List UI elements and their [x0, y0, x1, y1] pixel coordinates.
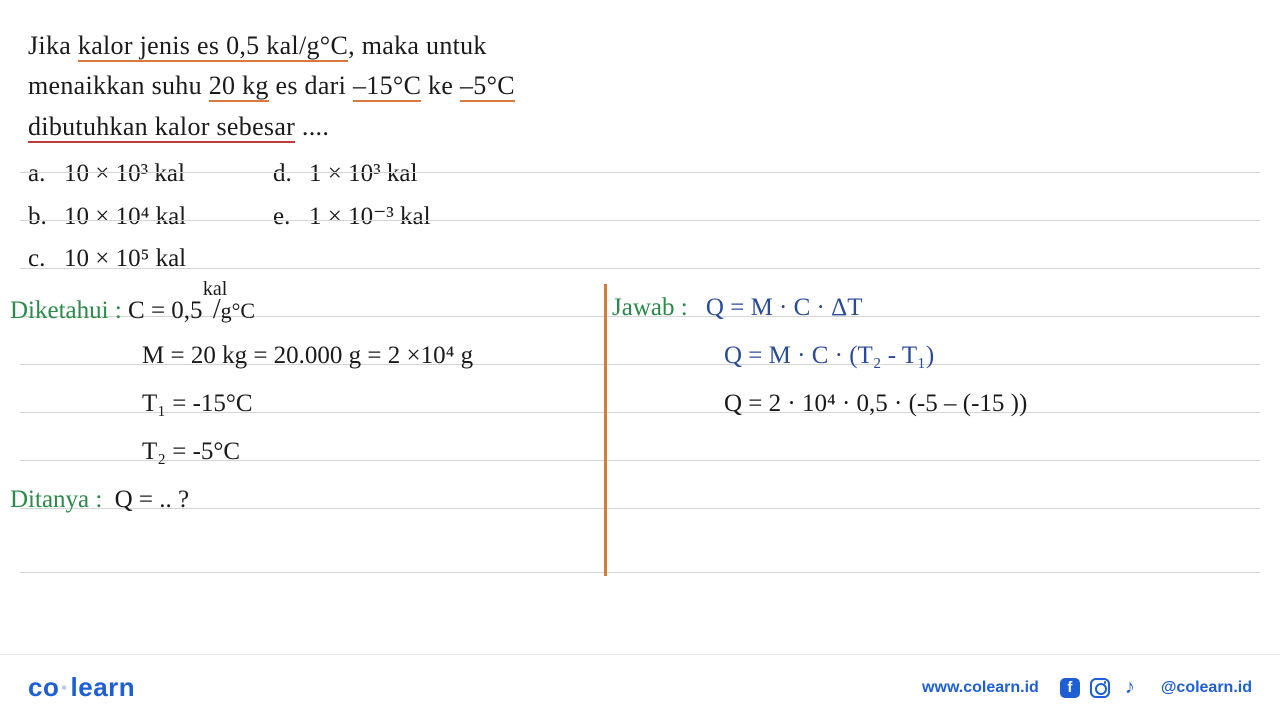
text: menaikkan suhu: [28, 71, 209, 100]
footer-url: www.colearn.id: [922, 679, 1039, 697]
ruled-line: [20, 268, 1260, 269]
ruled-line: [20, 172, 1260, 173]
highlight-t1: –15°C: [353, 71, 421, 102]
given-row-c: Diketahui : C = 0,5 kal/g°C: [10, 294, 255, 326]
fraction-den: g°C: [221, 298, 255, 323]
question-line-2: menaikkan suhu 20 kg es dari –15°C ke –5…: [28, 66, 1252, 106]
footer-right: www.colearn.id f ♪ @colearn.id: [922, 677, 1252, 699]
question-line-3: dibutuhkan kalor sebesar ....: [28, 107, 1252, 147]
answer-eq3: Q = 2 · 10⁴ · 0,5 · (-5 – (-15 )): [724, 390, 1027, 418]
given-row-m: M = 20 kg = 20.000 g = 2 ×10⁴ g: [142, 342, 473, 370]
given-c-pre: C = 0,5: [128, 297, 209, 324]
social-icons: f ♪: [1059, 677, 1141, 699]
asked-value: Q = .. ?: [115, 486, 190, 513]
given-row-t2: T₂ = -5°C: [142, 438, 240, 466]
answer-eq1: Q = M · C · ΔT: [706, 294, 863, 321]
answer-label: Jawab :: [612, 294, 688, 321]
text: , maka untuk: [348, 31, 487, 60]
asked-label: Ditanya :: [10, 486, 102, 513]
facebook-icon: f: [1059, 677, 1081, 699]
answer-row-1: Jawab : Q = M · C · ΔT: [612, 294, 862, 322]
text: ke: [421, 71, 460, 100]
given-label: Diketahui :: [10, 297, 122, 324]
solution-area: Diketahui : C = 0,5 kal/g°C M = 20 kg = …: [0, 280, 1280, 590]
text: es dari: [269, 71, 353, 100]
brand-logo: co·learn: [28, 672, 135, 703]
text: ....: [295, 112, 329, 141]
question-line-1: Jika kalor jenis es 0,5 kal/g°C, maka un…: [28, 26, 1252, 66]
tiktok-icon: ♪: [1119, 677, 1141, 699]
logo-part-1: co: [28, 672, 59, 702]
given-c-unit: kal/g°C: [209, 294, 255, 326]
highlight-mass: 20 kg: [209, 71, 269, 102]
footer-handle: @colearn.id: [1161, 679, 1252, 697]
highlight-t2: –5°C: [460, 71, 515, 102]
asked-row: Ditanya : Q = .. ?: [10, 486, 189, 514]
instagram-icon: [1089, 677, 1111, 699]
text: Jika: [28, 31, 78, 60]
highlight-specific-heat: kalor jenis es 0,5 kal/g°C: [78, 31, 348, 62]
footer: co·learn www.colearn.id f ♪ @colearn.id: [0, 654, 1280, 720]
fraction-num: kal: [203, 278, 227, 301]
ruled-line: [20, 220, 1260, 221]
highlight-asked: dibutuhkan kalor sebesar: [28, 112, 295, 143]
given-row-t1: T₁ = -15°C: [142, 390, 253, 418]
logo-dot: ·: [60, 672, 69, 702]
logo-part-2: learn: [71, 672, 136, 702]
column-divider: [604, 284, 607, 576]
answer-eq2: Q = M · C · (T₂ - T₁): [724, 342, 934, 370]
